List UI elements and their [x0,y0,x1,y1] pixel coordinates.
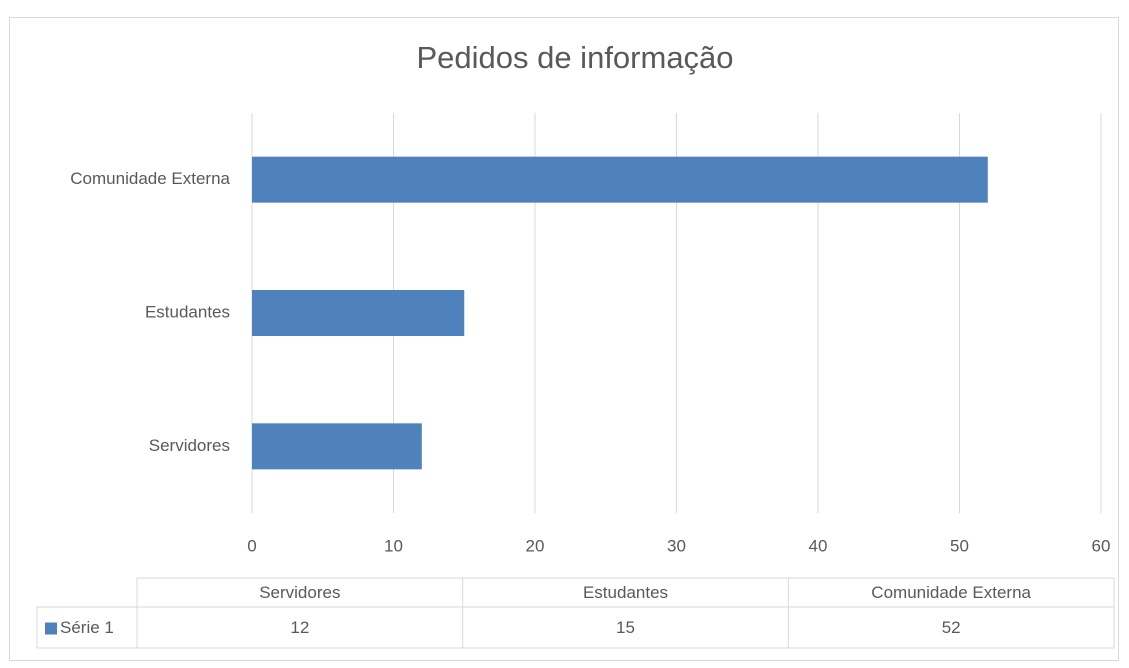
table-value: 15 [616,618,635,637]
y-tick-label: Estudantes [145,302,230,321]
x-tick-label: 40 [809,536,828,555]
y-tick-label: Servidores [149,436,230,455]
table-header: Estudantes [583,583,668,602]
bar [252,290,465,336]
table-value: 12 [290,618,309,637]
x-tick-label: 50 [950,536,969,555]
table-header: Comunidade Externa [871,583,1031,602]
y-tick-label: Comunidade Externa [70,169,230,188]
legend-swatch [45,622,57,635]
x-tick-label: 60 [1092,536,1111,555]
x-tick-label: 10 [384,536,403,555]
x-tick-label: 30 [667,536,686,555]
chart-border [9,17,1119,661]
legend-label: Série 1 [60,618,114,637]
x-tick-label: 20 [526,536,545,555]
table-value: 52 [942,618,961,637]
bar [252,156,988,203]
bar [252,423,422,470]
table-header: Servidores [259,583,340,602]
x-tick-label: 0 [247,536,256,555]
chart-title: Pedidos de informação [416,40,733,75]
